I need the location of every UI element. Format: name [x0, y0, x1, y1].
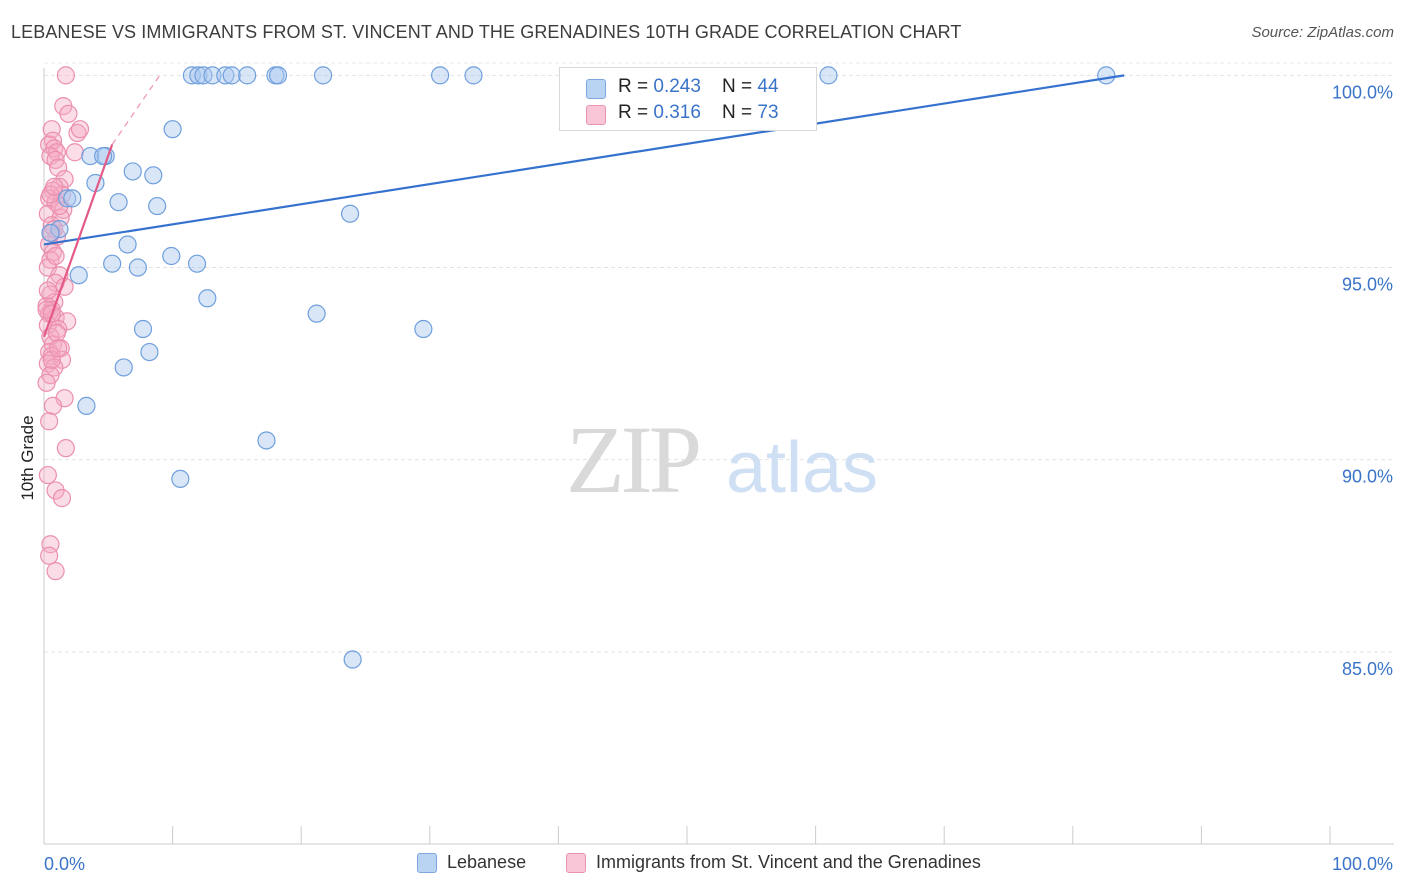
stats-legend: R = 0.243 N = 44 R = 0.316 N = 73: [559, 67, 817, 131]
point-immigrants: [46, 246, 65, 266]
point-immigrants: [52, 489, 72, 508]
legend-n-value: 73: [757, 102, 779, 123]
point-immigrants: [49, 158, 68, 177]
y-tick-label: 100.0%: [1332, 82, 1393, 102]
point-lebanese: [222, 66, 241, 85]
point-lebanese: [216, 66, 235, 85]
point-immigrants: [42, 120, 61, 139]
point-immigrants: [40, 412, 59, 431]
trend-line-immigrants-dashed: [111, 75, 161, 145]
legend-swatch-blue: [586, 79, 606, 99]
chart-title: LEBANESE VS IMMIGRANTS FROM ST. VINCENT …: [11, 22, 962, 42]
point-immigrants: [56, 66, 75, 85]
point-lebanese: [63, 189, 82, 208]
point-lebanese: [58, 189, 77, 208]
point-immigrants: [56, 439, 75, 458]
point-lebanese: [77, 396, 96, 415]
bottom-legend-label: Immigrants from St. Vincent and the Gren…: [596, 852, 981, 872]
y-tick-label: 90.0%: [1342, 467, 1393, 487]
point-lebanese: [238, 66, 257, 85]
legend-n-label: N =: [722, 76, 758, 97]
x-tick-label-max: 100.0%: [1332, 854, 1393, 874]
bottom-legend-swatch-pink: [566, 853, 586, 873]
point-immigrants: [49, 339, 68, 358]
legend-n-value: 44: [757, 76, 779, 97]
source-label: Source: ZipAtlas.com: [1251, 24, 1394, 41]
legend-r-label: R =: [618, 102, 654, 123]
point-lebanese: [307, 304, 326, 323]
point-lebanese: [268, 66, 288, 85]
point-lebanese: [1097, 66, 1116, 85]
point-lebanese: [343, 650, 362, 669]
point-lebanese: [123, 162, 142, 181]
point-immigrants: [40, 546, 59, 565]
point-lebanese: [340, 204, 360, 223]
point-lebanese: [414, 319, 433, 339]
point-lebanese: [118, 235, 137, 254]
y-tick-label: 85.0%: [1342, 659, 1393, 679]
point-lebanese: [81, 146, 100, 166]
point-lebanese: [103, 254, 122, 273]
point-immigrants: [37, 373, 56, 392]
point-lebanese: [203, 66, 222, 85]
point-immigrants: [52, 350, 72, 369]
point-lebanese: [69, 266, 88, 285]
legend-r-value: 0.243: [653, 76, 701, 97]
point-lebanese: [464, 66, 483, 85]
point-immigrants: [41, 535, 60, 554]
point-immigrants: [70, 120, 90, 139]
series-immigrants-points: [37, 66, 90, 581]
point-immigrants: [46, 562, 65, 581]
bottom-legend-swatch-blue: [417, 853, 437, 873]
point-immigrants: [59, 104, 78, 123]
point-lebanese: [148, 196, 167, 216]
trend-line-immigrants: [42, 144, 114, 338]
point-immigrants: [43, 396, 63, 415]
watermark: ZIP atlas: [566, 406, 878, 513]
point-immigrants: [45, 177, 64, 196]
point-lebanese: [144, 166, 163, 185]
point-immigrants: [47, 323, 66, 342]
legend-swatch-pink: [586, 105, 606, 125]
point-lebanese: [140, 342, 159, 362]
point-immigrants: [38, 465, 57, 485]
point-lebanese: [819, 66, 838, 85]
legend-r-value: 0.316: [653, 102, 701, 123]
trend-lines: [42, 74, 1125, 338]
y-tick-label: 95.0%: [1342, 275, 1393, 295]
point-immigrants: [65, 143, 84, 162]
axes: [43, 68, 1394, 845]
watermark-atlas: atlas: [726, 428, 878, 508]
point-lebanese: [198, 289, 217, 308]
legend-n-label: N =: [722, 102, 758, 123]
watermark-zip: ZIP: [566, 406, 699, 513]
point-lebanese: [257, 431, 276, 450]
trend-line-lebanese: [43, 74, 1125, 246]
bottom-legend-label: Lebanese: [447, 852, 527, 872]
point-lebanese: [109, 193, 128, 212]
grid-lines: [44, 62, 1394, 653]
point-lebanese: [162, 246, 181, 266]
point-lebanese: [50, 219, 69, 239]
point-immigrants: [38, 281, 57, 300]
tick-labels: 85.0% 90.0% 95.0% 100.0% 0.0% 100.0%: [44, 82, 1393, 874]
point-immigrants: [42, 350, 61, 369]
point-lebanese: [189, 66, 208, 85]
x-tick-label-min: 0.0%: [44, 854, 85, 874]
point-lebanese: [163, 120, 182, 139]
point-lebanese: [41, 223, 60, 243]
legend-r-label: R =: [618, 76, 654, 97]
point-lebanese: [114, 358, 133, 377]
point-lebanese: [171, 469, 190, 489]
point-lebanese: [430, 66, 450, 85]
point-lebanese: [313, 66, 333, 85]
point-lebanese: [133, 319, 153, 339]
series-lebanese-points: [41, 66, 1116, 669]
point-lebanese: [128, 258, 147, 277]
point-lebanese: [187, 254, 207, 273]
